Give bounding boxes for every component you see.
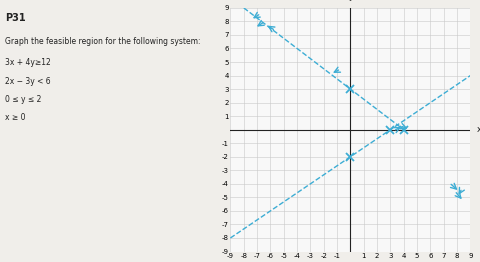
Text: 3x + 4y≥12: 3x + 4y≥12: [5, 58, 50, 67]
Text: x: x: [477, 125, 480, 134]
Text: x ≥ 0: x ≥ 0: [5, 113, 25, 122]
Text: 0 ≤ y ≤ 2: 0 ≤ y ≤ 2: [5, 95, 41, 104]
Text: Graph the feasible region for the following system:: Graph the feasible region for the follow…: [5, 37, 200, 46]
Text: P31: P31: [5, 13, 25, 23]
Text: y: y: [349, 0, 354, 1]
Text: 2x − 3y < 6: 2x − 3y < 6: [5, 77, 50, 86]
